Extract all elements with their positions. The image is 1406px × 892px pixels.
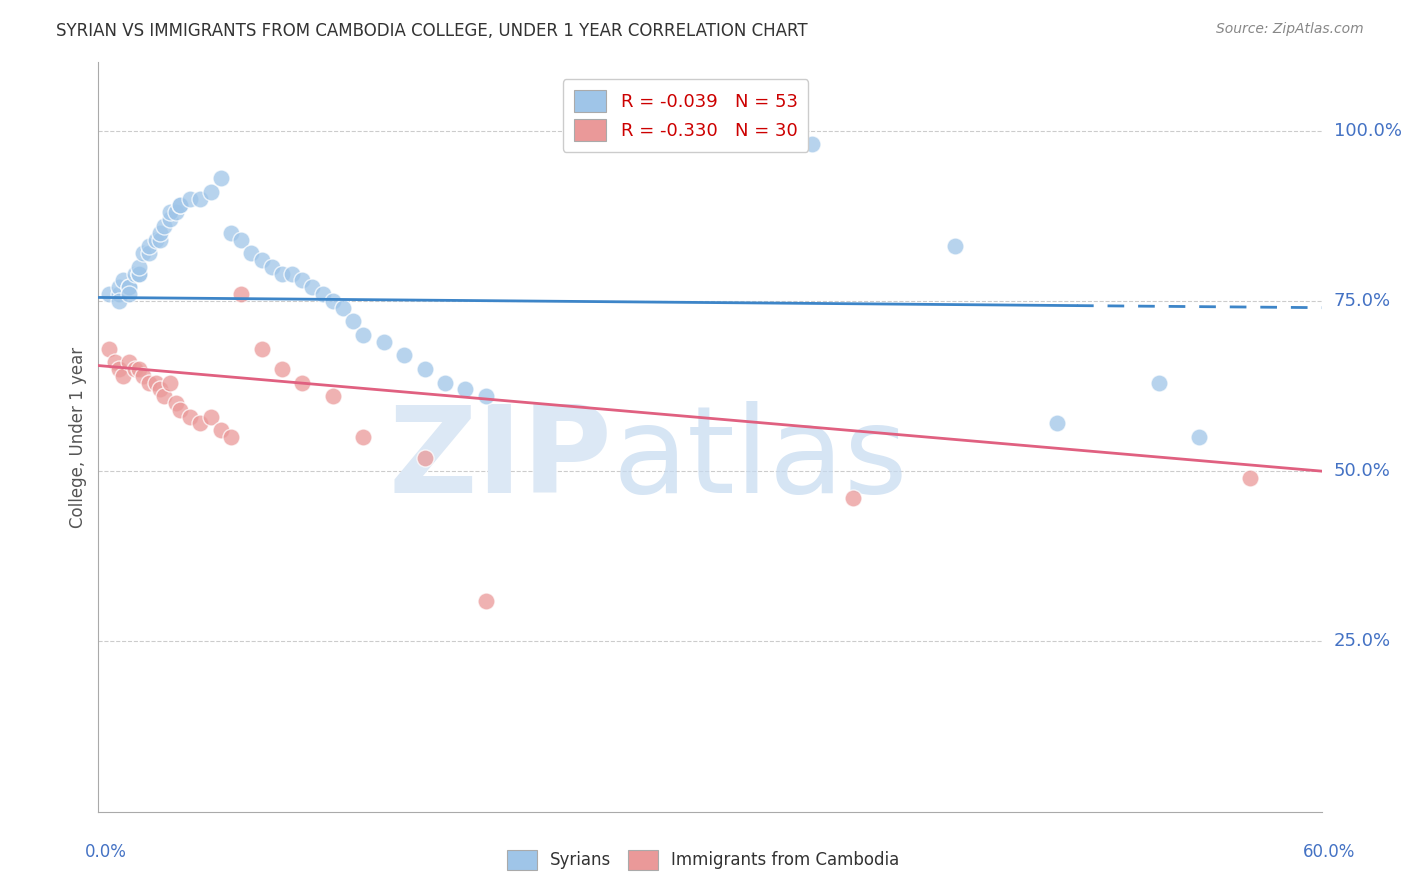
- Point: [179, 409, 201, 424]
- Point: [209, 171, 232, 186]
- Point: [159, 212, 181, 227]
- Point: [322, 389, 344, 403]
- Point: [322, 293, 344, 308]
- Point: [149, 233, 172, 247]
- Text: atlas: atlas: [612, 401, 908, 518]
- Point: [454, 383, 477, 397]
- Point: [270, 267, 294, 281]
- Point: [128, 260, 150, 274]
- Point: [200, 409, 222, 424]
- Point: [1147, 376, 1170, 390]
- Point: [132, 246, 155, 260]
- Point: [281, 267, 304, 281]
- Point: [332, 301, 354, 315]
- Point: [312, 287, 335, 301]
- Y-axis label: College, Under 1 year: College, Under 1 year: [69, 346, 87, 528]
- Point: [250, 252, 273, 267]
- Point: [128, 267, 150, 281]
- Point: [301, 280, 323, 294]
- Point: [179, 192, 201, 206]
- Point: [250, 342, 273, 356]
- Point: [159, 205, 181, 219]
- Point: [373, 334, 395, 349]
- Point: [108, 287, 131, 301]
- Point: [165, 396, 187, 410]
- Text: Source: ZipAtlas.com: Source: ZipAtlas.com: [1216, 22, 1364, 37]
- Point: [434, 376, 457, 390]
- Point: [260, 260, 283, 274]
- Point: [132, 368, 155, 383]
- Point: [124, 267, 146, 281]
- Point: [118, 355, 141, 369]
- Point: [111, 368, 134, 383]
- Point: [97, 342, 120, 356]
- Point: [188, 192, 212, 206]
- Point: [219, 430, 242, 444]
- Legend: Syrians, Immigrants from Cambodia: Syrians, Immigrants from Cambodia: [501, 843, 905, 877]
- Point: [219, 226, 242, 240]
- Point: [1239, 471, 1261, 485]
- Point: [138, 246, 160, 260]
- Point: [392, 348, 416, 362]
- Point: [841, 491, 863, 506]
- Text: SYRIAN VS IMMIGRANTS FROM CAMBODIA COLLEGE, UNDER 1 YEAR CORRELATION CHART: SYRIAN VS IMMIGRANTS FROM CAMBODIA COLLE…: [56, 22, 808, 40]
- Point: [231, 287, 253, 301]
- Point: [342, 314, 364, 328]
- Point: [149, 226, 172, 240]
- Point: [118, 287, 141, 301]
- Point: [145, 376, 167, 390]
- Point: [108, 362, 131, 376]
- Point: [111, 273, 134, 287]
- Point: [128, 362, 150, 376]
- Point: [352, 327, 374, 342]
- Point: [188, 417, 212, 431]
- Point: [352, 430, 374, 444]
- Point: [474, 593, 498, 607]
- Point: [152, 389, 174, 403]
- Point: [1188, 430, 1211, 444]
- Point: [270, 362, 294, 376]
- Point: [291, 273, 314, 287]
- Point: [413, 362, 436, 376]
- Text: 25.0%: 25.0%: [1334, 632, 1391, 650]
- Point: [145, 233, 167, 247]
- Point: [165, 205, 187, 219]
- Point: [97, 287, 120, 301]
- Point: [138, 376, 160, 390]
- Point: [240, 246, 263, 260]
- Point: [231, 233, 253, 247]
- Point: [108, 293, 131, 308]
- Point: [152, 219, 174, 233]
- Point: [108, 280, 131, 294]
- Point: [124, 362, 146, 376]
- Text: ZIP: ZIP: [388, 401, 612, 518]
- Point: [169, 198, 191, 212]
- Point: [128, 267, 150, 281]
- Point: [200, 185, 222, 199]
- Point: [291, 376, 314, 390]
- Point: [169, 402, 191, 417]
- Point: [149, 383, 172, 397]
- Point: [474, 389, 498, 403]
- Text: 50.0%: 50.0%: [1334, 462, 1391, 480]
- Text: 75.0%: 75.0%: [1334, 292, 1391, 310]
- Point: [1045, 417, 1069, 431]
- Point: [118, 280, 141, 294]
- Point: [801, 137, 824, 152]
- Point: [209, 423, 232, 437]
- Text: 60.0%: 60.0%: [1302, 843, 1355, 861]
- Point: [169, 198, 191, 212]
- Point: [104, 355, 127, 369]
- Point: [943, 239, 966, 253]
- Text: 0.0%: 0.0%: [84, 843, 127, 861]
- Point: [138, 239, 160, 253]
- Text: 100.0%: 100.0%: [1334, 121, 1402, 139]
- Legend: R = -0.039   N = 53, R = -0.330   N = 30: R = -0.039 N = 53, R = -0.330 N = 30: [562, 79, 808, 152]
- Point: [118, 280, 141, 294]
- Point: [413, 450, 436, 465]
- Point: [159, 376, 181, 390]
